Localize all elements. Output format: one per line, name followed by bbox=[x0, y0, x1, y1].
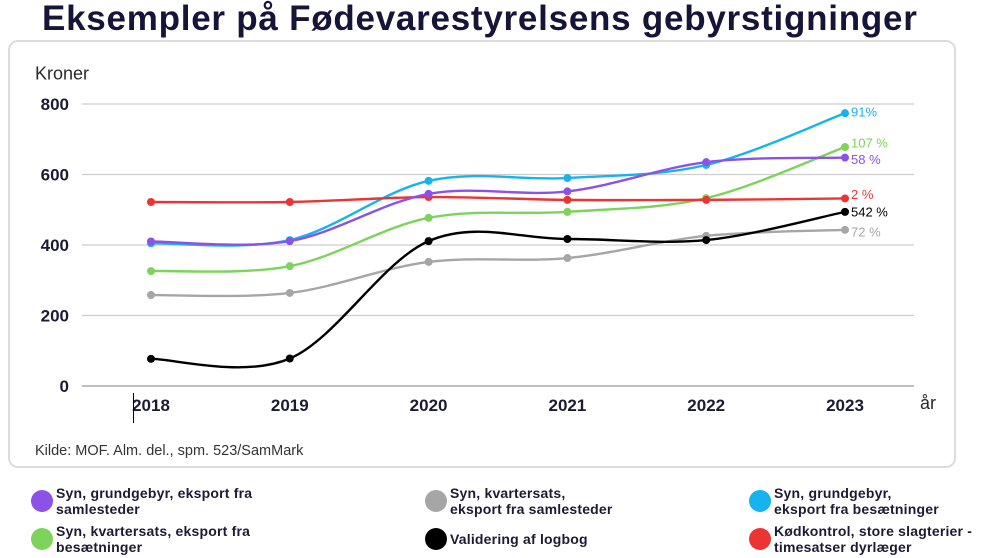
legend-label: Syn, kvartersats, eksport fra besætninge… bbox=[56, 523, 251, 555]
data-point-validering-af-logbog-2021 bbox=[563, 235, 572, 244]
data-point-syn-grundgebyr-besaetninger-2021 bbox=[563, 174, 572, 183]
data-point-koedkontrol-dyrlaeger-2021 bbox=[563, 195, 572, 204]
tick-layer: 0 200 400 600 800 2018 2019 2020 2021 2022 2023 bbox=[41, 95, 864, 415]
end-label-layer: 91% 72 % 107 % 542 % 2 % 58 % bbox=[851, 105, 888, 240]
x-tick-label-2019: 2019 bbox=[271, 396, 309, 415]
legend-label: Syn, grundgebyr, eksport fra besætninger bbox=[774, 485, 939, 517]
data-point-validering-af-logbog-2020 bbox=[424, 237, 433, 246]
x-tick-label-2018: 2018 bbox=[132, 396, 170, 415]
series-line-koedkontrol-dyrlaeger bbox=[149, 195, 847, 204]
data-point-validering-af-logbog-2022 bbox=[702, 236, 711, 245]
y-axis-title: Kroner bbox=[35, 64, 89, 84]
series-line-validering-af-logbog bbox=[149, 210, 847, 369]
legend-label: Syn, grundgebyr, eksport fra samlesteder bbox=[56, 485, 253, 517]
series-line-syn-grundgebyr-samlesteder bbox=[149, 156, 847, 246]
end-label-syn-grundgebyr-samlesteder: 58 % bbox=[851, 152, 881, 167]
data-point-syn-kvartersats-besaetninger-2020 bbox=[424, 213, 433, 222]
data-point-syn-grundgebyr-samlesteder-2020 bbox=[424, 189, 433, 198]
end-label-syn-kvartersats-besaetninger: 107 % bbox=[851, 136, 888, 151]
data-point-syn-kvartersats-besaetninger-2023 bbox=[841, 143, 849, 152]
series-layer bbox=[149, 111, 847, 369]
end-label-koedkontrol-dyrlaeger: 2 % bbox=[851, 187, 874, 202]
legend-item-syn-grundgebyr-besaetninger: Syn, grundgebyr, eksport fra besætninger bbox=[749, 482, 939, 520]
data-point-syn-kvartersats-besaetninger-2018 bbox=[147, 267, 155, 276]
source-note: Kilde: MOF. Alm. del., spm. 523/SamMark bbox=[35, 443, 304, 459]
data-point-syn-grundgebyr-samlesteder-2018 bbox=[147, 237, 155, 246]
chart-frame bbox=[8, 40, 956, 468]
x-tick-label-2020: 2020 bbox=[410, 396, 448, 415]
y-tick-label-800: 800 bbox=[41, 95, 69, 114]
series-line-syn-kvartersats-besaetninger bbox=[149, 145, 847, 273]
data-point-syn-kvartersats-besaetninger-2021 bbox=[563, 207, 572, 216]
legend-item-koedkontrol-dyrlaeger: Kødkontrol, store slagterier - timesatse… bbox=[749, 520, 972, 558]
x-tick-label-2023: 2023 bbox=[826, 396, 864, 415]
legend-label: Kødkontrol, store slagterier - timesatse… bbox=[774, 523, 973, 555]
legend-item-syn-kvartersats-samlesteder: Syn, kvartersats, eksport fra samlestede… bbox=[425, 482, 613, 520]
series-line-syn-kvartersats-samlesteder bbox=[149, 228, 847, 298]
data-point-validering-af-logbog-2018 bbox=[147, 354, 155, 363]
legend-label: Syn, kvartersats, eksport fra samlestede… bbox=[450, 485, 613, 517]
end-label-validering-af-logbog: 542 % bbox=[851, 204, 888, 219]
x-tick-label-2021: 2021 bbox=[548, 396, 586, 415]
data-point-koedkontrol-dyrlaeger-2023 bbox=[841, 194, 849, 203]
data-point-syn-grundgebyr-samlesteder-2021 bbox=[563, 187, 572, 196]
legend-item-syn-kvartersats-besaetninger: Syn, kvartersats, eksport fra besætninge… bbox=[31, 520, 250, 558]
legend-marker-black bbox=[425, 528, 447, 550]
data-point-syn-kvartersats-samlesteder-2023 bbox=[841, 225, 849, 234]
legend-marker-purple bbox=[31, 490, 53, 512]
data-point-syn-grundgebyr-samlesteder-2022 bbox=[702, 158, 711, 167]
series-line-syn-grundgebyr-besaetninger bbox=[149, 111, 847, 247]
legend-item-validering-af-logbog: Validering af logbog bbox=[425, 520, 588, 558]
data-point-koedkontrol-dyrlaeger-2018 bbox=[147, 197, 155, 206]
data-point-validering-af-logbog-2019 bbox=[285, 354, 294, 363]
data-point-syn-grundgebyr-besaetninger-2023 bbox=[841, 109, 849, 118]
y-tick-label-200: 200 bbox=[41, 307, 69, 326]
data-point-syn-grundgebyr-besaetninger-2020 bbox=[424, 176, 433, 185]
data-point-syn-kvartersats-samlesteder-2021 bbox=[563, 254, 572, 263]
y-tick-label-600: 600 bbox=[41, 166, 69, 185]
legend-marker-red bbox=[749, 528, 771, 550]
page-title: Eksempler på Fødevarestyrelsens gebyrsti… bbox=[42, 0, 918, 38]
data-point-syn-grundgebyr-samlesteder-2019 bbox=[285, 237, 294, 246]
data-point-syn-kvartersats-samlesteder-2018 bbox=[147, 291, 155, 300]
legend-marker-green bbox=[31, 528, 53, 550]
points-layer bbox=[147, 109, 849, 363]
line-chart: 0 200 400 600 800 2018 2019 2020 2021 2022 2023 91… bbox=[35, 64, 936, 460]
data-point-syn-grundgebyr-samlesteder-2023 bbox=[841, 153, 849, 162]
data-point-validering-af-logbog-2023 bbox=[841, 207, 849, 216]
end-label-syn-kvartersats-samlesteder: 72 % bbox=[851, 224, 881, 239]
legend-label: Validering af logbog bbox=[450, 531, 588, 547]
data-point-syn-kvartersats-besaetninger-2019 bbox=[285, 262, 294, 271]
data-point-koedkontrol-dyrlaeger-2022 bbox=[702, 195, 711, 204]
data-point-syn-kvartersats-samlesteder-2020 bbox=[424, 257, 433, 266]
y-tick-label-0: 0 bbox=[60, 377, 69, 396]
data-point-syn-kvartersats-samlesteder-2019 bbox=[285, 288, 294, 297]
data-point-koedkontrol-dyrlaeger-2019 bbox=[285, 197, 294, 206]
y-tick-label-400: 400 bbox=[41, 236, 69, 255]
end-label-syn-grundgebyr-besaetninger: 91% bbox=[851, 105, 877, 120]
x-axis-title: år bbox=[920, 393, 936, 413]
legend-marker-gray bbox=[425, 490, 447, 512]
legend-marker-blue bbox=[749, 490, 771, 512]
x-tick-label-2022: 2022 bbox=[687, 396, 725, 415]
legend-item-syn-grundgebyr-samlesteder: Syn, grundgebyr, eksport fra samlesteder bbox=[31, 482, 252, 520]
